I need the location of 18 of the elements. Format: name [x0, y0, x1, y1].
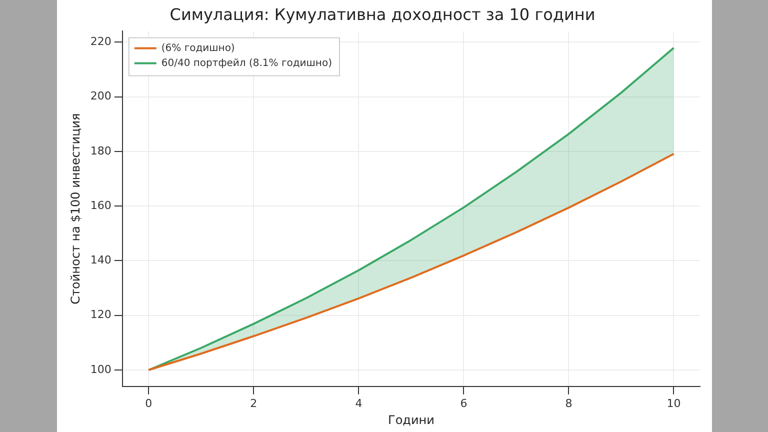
x-axis-title: Години: [388, 412, 434, 427]
y-tick-label: 180: [90, 144, 112, 158]
y-tick-label: 100: [90, 362, 112, 376]
legend-label: (6% годишно): [161, 42, 235, 54]
y-tick-label: 160: [90, 198, 112, 212]
y-tick-label: 120: [90, 308, 112, 322]
x-tick-label: 2: [250, 396, 258, 410]
y-tick-label: 200: [90, 90, 112, 103]
x-tick-label: 6: [460, 396, 468, 410]
y-tick-label: 140: [90, 254, 112, 267]
y-axis-title: Стойност на $100 инвестиция: [68, 113, 82, 304]
y-tick-label: 220: [90, 34, 112, 48]
x-tick-label: 8: [565, 396, 572, 410]
x-tick-label: 4: [355, 396, 362, 410]
chart-title: Симулация: Кумулативна доходност за 10 години: [170, 4, 596, 24]
legend-label: 60/40 портфейл (8.1% годишно): [161, 58, 332, 69]
x-tick-label: 10: [666, 396, 681, 410]
x-tick-label: 0: [145, 396, 152, 410]
